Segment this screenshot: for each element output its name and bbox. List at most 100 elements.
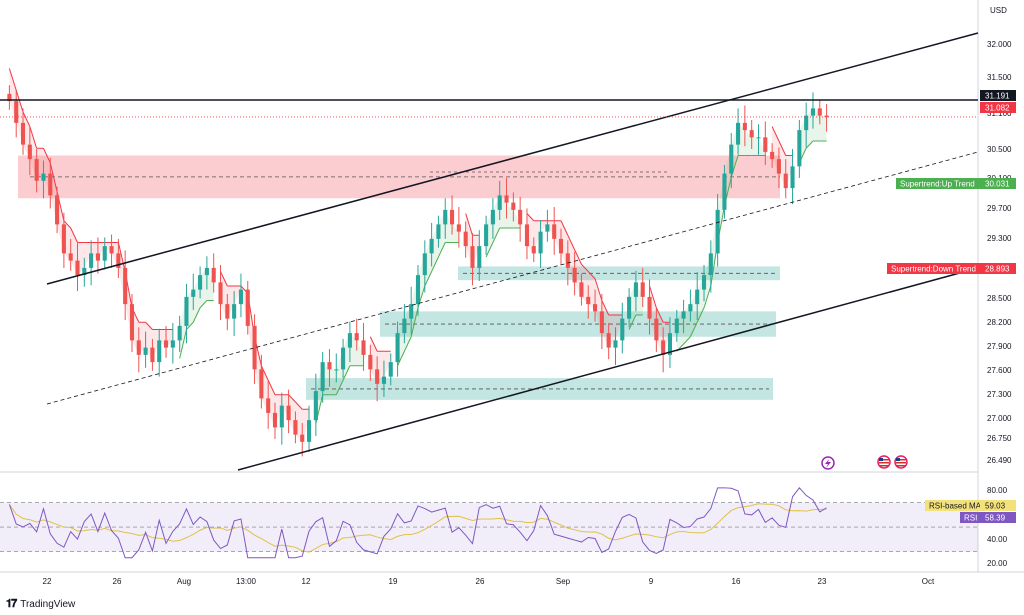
svg-text:28.893: 28.893 bbox=[985, 265, 1010, 274]
candle bbox=[123, 267, 128, 305]
candle bbox=[177, 325, 182, 341]
candle bbox=[613, 340, 618, 348]
time-tick-label: 19 bbox=[389, 577, 398, 586]
candle bbox=[266, 398, 271, 413]
candle bbox=[484, 224, 489, 247]
candle bbox=[518, 209, 523, 225]
time-tick-label: 26 bbox=[113, 577, 122, 586]
price-axis[interactable]: 32.00031.50031.10030.50030.10029.70029.3… bbox=[987, 40, 1012, 465]
candle bbox=[722, 173, 727, 210]
time-tick-label: 16 bbox=[732, 577, 741, 586]
last-price-tag: 31.082 bbox=[980, 102, 1016, 113]
candle bbox=[797, 130, 802, 167]
candle bbox=[810, 108, 816, 116]
supertrend-fill bbox=[751, 137, 759, 156]
supertrend-down-line bbox=[369, 336, 378, 352]
supertrend-up-line bbox=[689, 322, 698, 337]
lightning-event-icon[interactable] bbox=[821, 456, 835, 470]
candle bbox=[640, 282, 645, 297]
candle bbox=[238, 289, 243, 305]
candle bbox=[804, 115, 809, 131]
svg-text:59.03: 59.03 bbox=[985, 502, 1006, 511]
supertrend-down-line bbox=[778, 140, 787, 156]
price-tick-label: 26.490 bbox=[987, 456, 1012, 465]
candle bbox=[163, 340, 169, 348]
candle bbox=[667, 333, 673, 355]
candle bbox=[763, 137, 768, 152]
candle bbox=[627, 296, 632, 319]
candle bbox=[375, 369, 380, 384]
supertrend-down-line bbox=[465, 213, 473, 236]
candle bbox=[232, 304, 237, 319]
supertrend-up-line bbox=[403, 336, 412, 352]
supertrend-up-line bbox=[199, 300, 208, 309]
candle bbox=[27, 144, 32, 160]
candle bbox=[218, 282, 223, 305]
candle bbox=[184, 296, 189, 326]
us-flag-event-icon-2[interactable] bbox=[894, 455, 908, 469]
candle bbox=[579, 282, 584, 297]
svg-text:31.191: 31.191 bbox=[985, 92, 1010, 101]
supertrend-down-line bbox=[655, 307, 664, 323]
supertrend-fill bbox=[812, 108, 820, 141]
price-tick-label: 31.500 bbox=[987, 73, 1012, 82]
supertrend-down-line bbox=[526, 213, 535, 222]
price-tick-label: 29.300 bbox=[987, 234, 1012, 243]
time-tick-label: Aug bbox=[177, 577, 191, 586]
candle bbox=[470, 246, 475, 268]
candle bbox=[552, 224, 557, 239]
candle bbox=[136, 340, 141, 355]
candle bbox=[620, 318, 625, 341]
supertrend-down-line bbox=[8, 68, 17, 91]
candle bbox=[109, 246, 114, 254]
candle bbox=[463, 231, 468, 247]
candle bbox=[41, 173, 46, 181]
svg-text:RSI: RSI bbox=[964, 514, 977, 523]
candle bbox=[436, 224, 441, 239]
candle bbox=[770, 151, 775, 160]
supertrend-up-line bbox=[683, 336, 691, 345]
candle bbox=[198, 275, 203, 290]
supertrend-down-line bbox=[220, 271, 228, 287]
candle bbox=[443, 209, 448, 225]
svg-text:Supertrend:Up Trend: Supertrend:Up Trend bbox=[900, 180, 975, 189]
candle bbox=[450, 209, 455, 225]
supertrend-down-line bbox=[70, 227, 78, 243]
candle bbox=[61, 224, 66, 254]
price-tick-label: 27.000 bbox=[987, 414, 1012, 423]
currency-label[interactable]: USD bbox=[990, 6, 1007, 15]
supertrend-fill bbox=[452, 224, 459, 243]
supertrend-up-line bbox=[437, 242, 446, 258]
supertrend-fill bbox=[302, 409, 310, 442]
candle bbox=[68, 253, 73, 261]
candle bbox=[368, 354, 373, 370]
price-tick-label: 27.600 bbox=[987, 366, 1012, 375]
candle bbox=[524, 224, 530, 247]
supertrend-down-line bbox=[601, 300, 610, 316]
svg-text:Supertrend:Down Trend: Supertrend:Down Trend bbox=[891, 265, 976, 274]
tradingview-logo-icon: 𝟏𝟕 bbox=[6, 598, 17, 610]
candle bbox=[170, 340, 175, 348]
supertrend-down-line bbox=[560, 220, 569, 236]
svg-text:30.031: 30.031 bbox=[985, 180, 1010, 189]
candle bbox=[776, 159, 781, 174]
supertrend-down-line bbox=[587, 271, 596, 280]
price-tick-label: 30.500 bbox=[987, 145, 1012, 154]
tradingview-watermark[interactable]: 𝟏𝟕 TradingView bbox=[6, 598, 75, 611]
candle bbox=[300, 434, 305, 442]
time-tick-label: 22 bbox=[43, 577, 52, 586]
candle bbox=[34, 159, 39, 181]
price-tick-label: 32.000 bbox=[987, 40, 1012, 49]
us-flag-event-icon[interactable] bbox=[877, 455, 891, 469]
supertrend-down-line bbox=[29, 126, 38, 149]
time-tick-label: 23 bbox=[818, 577, 827, 586]
svg-text:RSI-based MA: RSI-based MA bbox=[929, 502, 982, 511]
candle bbox=[674, 318, 679, 334]
candle bbox=[824, 115, 829, 118]
candle bbox=[48, 173, 53, 196]
supertrend-up-line bbox=[485, 242, 494, 258]
rsi-tick-label: 80.00 bbox=[987, 486, 1008, 495]
time-axis[interactable]: 22 26 Aug 13:00 12 19 26 Sep 9 16 23 Oct bbox=[43, 577, 935, 586]
